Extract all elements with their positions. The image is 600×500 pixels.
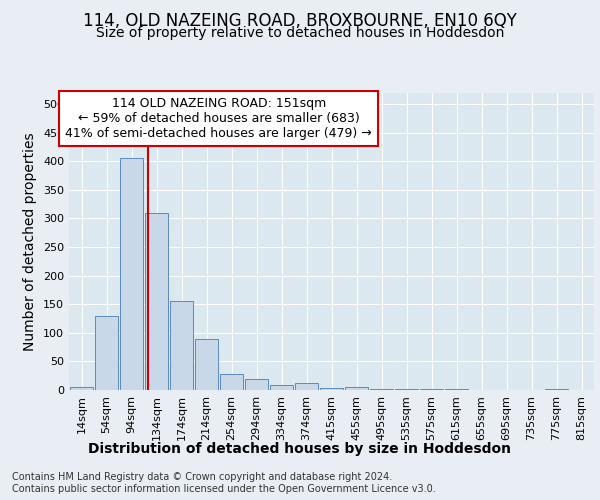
Bar: [245, 378, 268, 390]
Text: Contains HM Land Registry data © Crown copyright and database right 2024.: Contains HM Land Registry data © Crown c…: [12, 472, 392, 482]
Bar: [70, 387, 94, 390]
Y-axis label: Number of detached properties: Number of detached properties: [23, 132, 37, 350]
Bar: [344, 387, 368, 390]
Text: Size of property relative to detached houses in Hoddesdon: Size of property relative to detached ho…: [96, 26, 504, 40]
Bar: [320, 388, 343, 390]
Bar: [295, 383, 319, 390]
Bar: [395, 389, 418, 390]
Bar: [95, 316, 118, 390]
Bar: [269, 386, 293, 390]
Bar: [194, 338, 218, 390]
Bar: [220, 374, 244, 390]
Bar: [119, 158, 143, 390]
Text: 114 OLD NAZEING ROAD: 151sqm
← 59% of detached houses are smaller (683)
41% of s: 114 OLD NAZEING ROAD: 151sqm ← 59% of de…: [65, 97, 372, 140]
Bar: [145, 212, 169, 390]
Bar: [170, 302, 193, 390]
Text: Contains public sector information licensed under the Open Government Licence v3: Contains public sector information licen…: [12, 484, 436, 494]
Text: Distribution of detached houses by size in Hoddesdon: Distribution of detached houses by size …: [89, 442, 511, 456]
Text: 114, OLD NAZEING ROAD, BROXBOURNE, EN10 6QY: 114, OLD NAZEING ROAD, BROXBOURNE, EN10 …: [83, 12, 517, 30]
Bar: [370, 389, 394, 390]
